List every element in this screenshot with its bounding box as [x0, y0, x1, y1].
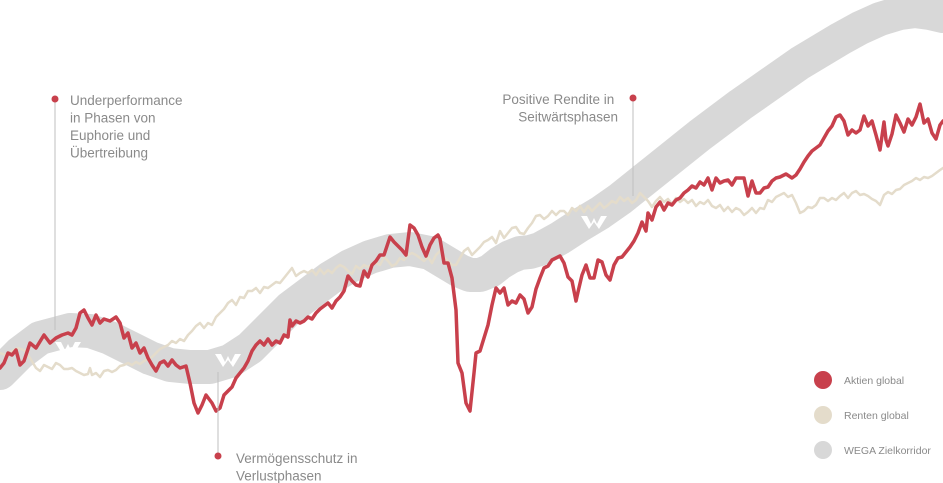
wega-logo-mark-1	[55, 342, 81, 355]
annotation-line: Seitwärtsphasen	[518, 110, 618, 125]
legend-item-wega-zielkorridor: WEGA Zielkorridor	[814, 441, 931, 459]
legend-label: WEGA Zielkorridor	[844, 445, 931, 457]
legend-swatch-corridor	[814, 441, 832, 459]
annotation-text: Underperformance in Phasen von Euphorie …	[70, 93, 186, 161]
legend-swatch-aktien	[814, 371, 832, 389]
series-line-renten-global	[0, 166, 943, 379]
legend-item-aktien-global: Aktien global	[814, 371, 904, 389]
annotation-text: Vermögensschutz in Verlustphasen	[236, 451, 361, 483]
legend-label: Aktien global	[844, 375, 904, 387]
annotation-text: Positive Rendite in Seitwärtsphasen	[502, 92, 618, 125]
wega-logo-mark-2	[215, 354, 241, 367]
series-line-aktien-global	[0, 102, 943, 415]
legend-label: Renten global	[844, 410, 909, 422]
annotation-underperformance: Underperformance in Phasen von Euphorie …	[51, 93, 186, 330]
wega-logo-icon	[581, 216, 607, 229]
annotation-seitwaertsphasen: Positive Rendite in Seitwärtsphasen	[502, 92, 637, 196]
annotation-marker-dot	[629, 94, 637, 102]
annotation-vermoegensschutz: Vermögensschutz in Verlustphasen	[214, 372, 361, 483]
legend-swatch-renten	[814, 406, 832, 424]
annotation-line: Verlustphasen	[236, 469, 322, 483]
wega-logo-mark-3	[581, 216, 607, 229]
wega-zielkorridor-band	[0, 0, 943, 390]
wega-logo-icon	[215, 354, 241, 367]
legend-item-renten-global: Renten global	[814, 406, 909, 424]
annotation-line: Vermögensschutz in	[236, 451, 358, 466]
annotation-line: Übertreibung	[70, 146, 148, 161]
annotation-marker-dot	[51, 95, 59, 103]
annotation-line: Underperformance	[70, 93, 183, 108]
annotation-line: Euphorie und	[70, 128, 150, 143]
annotation-marker-dot	[214, 452, 222, 460]
annotation-line: in Phasen von	[70, 111, 156, 126]
legend: Aktien global Renten global WEGA Zielkor…	[814, 371, 931, 459]
wega-logo-icon	[55, 342, 81, 355]
annotation-line: Positive Rendite in	[502, 92, 614, 107]
